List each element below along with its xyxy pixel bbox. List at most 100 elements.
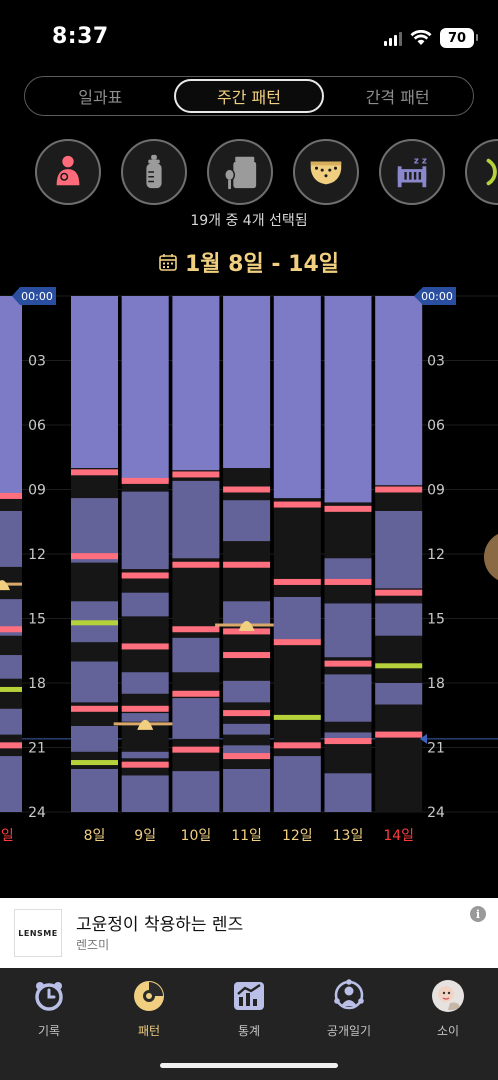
nav-record-label: 기록	[37, 1024, 61, 1038]
sleep-block	[375, 296, 423, 486]
diaper-icon	[310, 161, 342, 185]
sleep-block	[121, 751, 169, 759]
feeding-mark	[71, 553, 118, 560]
nav-record[interactable]: 기록	[9, 978, 89, 1039]
status-time: 8:37	[52, 24, 109, 49]
feeding-mark	[273, 639, 321, 646]
statistics-icon	[234, 982, 264, 1010]
sleep-block	[121, 296, 169, 481]
nav-statistics[interactable]: 통계	[209, 978, 289, 1039]
nav-profile[interactable]: 소이	[408, 978, 488, 1039]
feeding-mark	[172, 690, 220, 697]
sleep-block	[0, 756, 22, 812]
nav-pattern[interactable]: 패턴	[109, 978, 189, 1039]
sleep-block	[71, 726, 118, 752]
weekly-pattern-svg: 7일 8일 9일 10일 11일 12일 13일 14일 00:00 00:00 03 03 06 06 0…	[0, 287, 498, 842]
hour-label: 00:00	[21, 290, 53, 303]
tab-daily-schedule[interactable]: 일과표	[78, 88, 123, 107]
hour-label: 21	[28, 741, 46, 757]
hour-label: 00:00	[421, 290, 453, 303]
view-mode-tabs: 일과표 주간 패턴 간격 패턴	[24, 76, 474, 116]
category-breastfeeding-button[interactable]	[35, 139, 101, 205]
sleep-block	[223, 769, 271, 812]
sleep-block	[71, 296, 118, 468]
bottle-icon	[146, 154, 162, 189]
nav-public-diary-label: 공개일기	[326, 1024, 372, 1038]
diaper-icon	[137, 719, 154, 730]
status-bar: 8:37 70	[0, 0, 498, 76]
day-label: 9일	[134, 828, 156, 842]
sleep-block	[0, 296, 22, 496]
ad-info-icon[interactable]: i	[470, 906, 486, 922]
hour-label: 06	[28, 418, 46, 434]
feeding-mark	[121, 572, 169, 579]
sleep-block	[324, 296, 372, 503]
sleep-block	[71, 498, 118, 563]
baby-avatar-icon	[432, 980, 464, 1012]
category-growth-button[interactable]	[465, 139, 498, 205]
hour-label: 03	[427, 354, 445, 370]
weekly-pattern-chart: 7일 8일 9일 10일 11일 12일 13일 14일 00:00 00:00 03 03 06 06 0…	[0, 282, 498, 842]
growth-mark	[375, 663, 423, 669]
hour-label: 06	[427, 418, 445, 434]
selected-category-count: 19개 중 4개 선택됨	[190, 213, 308, 229]
category-sleep-button[interactable]: z z	[379, 139, 445, 205]
sleep-block	[121, 592, 169, 617]
ad-banner[interactable]: LENSME 고윤정이 착용하는 렌즈 렌즈미 i	[0, 898, 498, 968]
cellular-signal-icon	[384, 30, 402, 46]
feeding-mark	[71, 469, 118, 476]
day-label: 8일	[84, 828, 106, 842]
hour-label: 21	[427, 741, 445, 757]
sleep-block	[172, 480, 220, 559]
day-label: 12일	[282, 828, 313, 842]
hour-label: 09	[427, 483, 445, 499]
hour-label: 12	[427, 547, 445, 563]
sleep-block	[121, 713, 169, 722]
feeding-mark	[223, 628, 271, 635]
ad-advertiser: 렌즈미	[76, 938, 110, 952]
category-filter-row: z z	[35, 139, 498, 207]
hour-label: 09	[28, 483, 46, 499]
sleep-block	[223, 296, 271, 468]
feeding-mark	[172, 561, 220, 568]
prev-day-label: 7일	[0, 828, 14, 842]
hour-label: 15	[427, 612, 445, 628]
feeding-mark	[375, 731, 423, 738]
time-badge-right	[414, 287, 456, 305]
home-indicator	[160, 1063, 338, 1068]
sleep-block	[375, 511, 423, 589]
sleep-block	[0, 511, 22, 567]
sleep-block	[324, 558, 372, 580]
growth-mark	[273, 714, 321, 720]
tab-interval-pattern[interactable]: 간격 패턴	[365, 88, 430, 107]
category-formula-button[interactable]	[207, 139, 273, 205]
date-range-selector[interactable]: 1월 8일 - 14일	[0, 246, 498, 278]
sleep-block	[223, 723, 271, 735]
sleep-block	[324, 773, 372, 812]
date-range-label: 1월 8일 - 14일	[184, 252, 340, 277]
nav-profile-label: 소이	[436, 1024, 460, 1038]
growth-icon	[486, 158, 497, 186]
category-bottle-button[interactable]	[121, 139, 187, 205]
hour-label: 15	[28, 612, 46, 628]
alarm-clock-icon	[35, 982, 63, 1011]
day-label: 13일	[333, 828, 364, 842]
feeding-mark	[71, 705, 118, 712]
sleep-block	[71, 661, 118, 703]
hour-label: 18	[28, 676, 46, 692]
hour-label: 18	[427, 676, 445, 692]
sleep-block	[324, 603, 372, 658]
tab-weekly-pattern[interactable]: 주간 패턴	[173, 79, 325, 113]
hour-label: 24	[28, 805, 46, 821]
sleep-block	[223, 680, 271, 703]
feeding-mark	[324, 505, 372, 512]
category-diaper-button[interactable]	[293, 139, 359, 205]
nav-public-diary[interactable]: 공개일기	[309, 978, 389, 1039]
sleep-block	[375, 603, 423, 636]
battery-level: 70	[447, 30, 467, 46]
growth-mark	[0, 686, 22, 692]
sleep-block	[121, 491, 169, 570]
feeding-mark	[172, 626, 220, 633]
feeding-mark	[223, 753, 271, 760]
growth-mark	[71, 620, 118, 626]
